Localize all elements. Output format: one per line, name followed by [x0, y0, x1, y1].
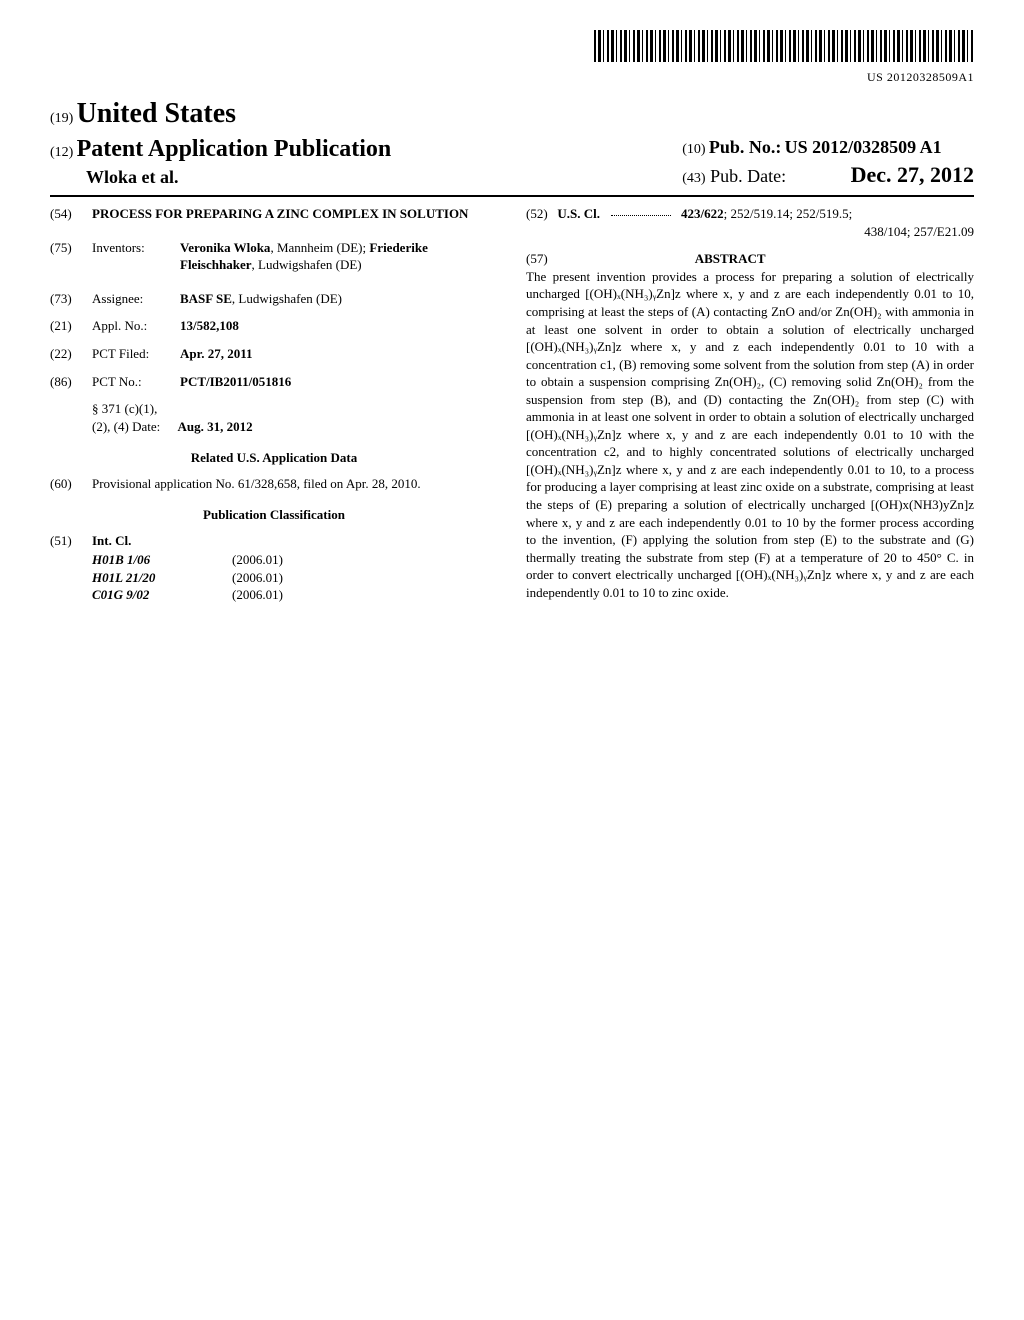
prefix-10: (10)	[682, 142, 705, 157]
field-21-val: 13/582,108	[180, 317, 498, 335]
field-75-label: Inventors:	[92, 239, 170, 274]
pub-no-label: Pub. No.:	[709, 137, 782, 157]
intcl-list: H01B 1/06 (2006.01) H01L 21/20 (2006.01)…	[92, 551, 498, 604]
field-21-label: Appl. No.:	[92, 317, 170, 335]
inventor-2-loc: , Ludwigshafen (DE)	[252, 257, 362, 272]
header-left: (19) United States (12) Patent Applicati…	[50, 95, 391, 189]
pub-date-line: (43) Pub. Date: Dec. 27, 2012	[682, 160, 974, 190]
prefix-19: (19)	[50, 111, 73, 126]
pub-no-line: (10) Pub. No.: US 2012/0328509 A1	[682, 135, 974, 160]
intcl-ver-1: (2006.01)	[232, 569, 283, 587]
abstract-body: The present invention provides a process…	[526, 268, 974, 601]
field-86: (86) PCT No.: PCT/IB2011/051816	[50, 373, 498, 391]
field-52-num: (52)	[526, 206, 548, 221]
field-57-num: (57)	[526, 251, 548, 266]
field-54-title: PROCESS FOR PREPARING A ZINC COMPLEX IN …	[92, 205, 468, 223]
field-86-sub2: (2), (4) Date: Aug. 31, 2012	[92, 418, 498, 436]
field-21-num: (21)	[50, 317, 82, 335]
intcl-code-1: H01L 21/20	[92, 569, 192, 587]
field-86-sub2-label: (2), (4) Date:	[92, 419, 160, 434]
country-line: (19) United States	[50, 95, 391, 133]
field-86-label: PCT No.:	[92, 373, 170, 391]
prefix-43: (43)	[682, 171, 705, 186]
field-73: (73) Assignee: BASF SE, Ludwigshafen (DE…	[50, 290, 498, 308]
field-52-label: U.S. Cl.	[557, 206, 600, 221]
field-52: (52) U.S. Cl. 423/622; 252/519.14; 252/5…	[526, 205, 974, 223]
pub-type: Patent Application Publication	[77, 136, 392, 162]
field-86-val: PCT/IB2011/051816	[180, 373, 498, 391]
intcl-row-0: H01B 1/06 (2006.01)	[92, 551, 498, 569]
pubclass-heading: Publication Classification	[50, 506, 498, 524]
pub-date: Dec. 27, 2012	[851, 162, 974, 187]
field-73-label: Assignee:	[92, 290, 170, 308]
dotted-leader	[611, 215, 671, 216]
pub-type-line: (12) Patent Application Publication	[50, 133, 391, 165]
field-22: (22) PCT Filed: Apr. 27, 2011	[50, 345, 498, 363]
field-51: (51) Int. Cl.	[50, 532, 498, 550]
field-73-val: BASF SE, Ludwigshafen (DE)	[180, 290, 498, 308]
intcl-ver-2: (2006.01)	[232, 586, 283, 604]
field-54-num: (54)	[50, 205, 82, 223]
country: United States	[77, 98, 236, 129]
intcl-ver-0: (2006.01)	[232, 551, 283, 569]
barcode-area: US 20120328509A1	[50, 30, 974, 85]
field-73-num: (73)	[50, 290, 82, 308]
left-column: (54) PROCESS FOR PREPARING A ZINC COMPLE…	[50, 205, 498, 604]
field-60-text: Provisional application No. 61/328,658, …	[92, 475, 498, 493]
body-columns: (54) PROCESS FOR PREPARING A ZINC COMPLE…	[50, 205, 974, 604]
intcl-row-2: C01G 9/02 (2006.01)	[92, 586, 498, 604]
authors-line: Wloka et al.	[86, 165, 391, 189]
header-right: (10) Pub. No.: US 2012/0328509 A1 (43) P…	[682, 135, 974, 190]
field-75-val: Veronika Wloka, Mannheim (DE); Friederik…	[180, 239, 498, 274]
uscl-rest1: ; 252/519.14; 252/519.5;	[724, 206, 853, 221]
right-column: (52) U.S. Cl. 423/622; 252/519.14; 252/5…	[526, 205, 974, 604]
uscl-line2: 438/104; 257/E21.09	[526, 223, 974, 241]
field-60: (60) Provisional application No. 61/328,…	[50, 475, 498, 493]
field-57: (57) ABSTRACT	[526, 250, 974, 268]
intcl-code-2: C01G 9/02	[92, 586, 192, 604]
uscl-main: 423/622	[681, 206, 724, 221]
inventor-1-name: Veronika Wloka	[180, 240, 270, 255]
field-54: (54) PROCESS FOR PREPARING A ZINC COMPLE…	[50, 205, 498, 223]
field-22-label: PCT Filed:	[92, 345, 170, 363]
prefix-12: (12)	[50, 145, 73, 160]
barcode-text: US 20120328509A1	[50, 69, 974, 85]
related-heading: Related U.S. Application Data	[50, 449, 498, 467]
intcl-row-1: H01L 21/20 (2006.01)	[92, 569, 498, 587]
field-22-num: (22)	[50, 345, 82, 363]
pub-date-label: Pub. Date:	[710, 166, 786, 186]
barcode-graphic	[594, 30, 974, 62]
inventor-1-loc: , Mannheim (DE);	[270, 240, 366, 255]
intcl-code-0: H01B 1/06	[92, 551, 192, 569]
field-51-label: Int. Cl.	[92, 532, 131, 550]
field-22-val: Apr. 27, 2011	[180, 345, 498, 363]
assignee-name: BASF SE	[180, 291, 232, 306]
pub-no: US 2012/0328509 A1	[785, 137, 942, 157]
header-row: (19) United States (12) Patent Applicati…	[50, 95, 974, 197]
field-86-sub2-val: Aug. 31, 2012	[177, 419, 252, 434]
abstract-heading: ABSTRACT	[551, 250, 909, 268]
field-60-num: (60)	[50, 475, 82, 493]
field-75-num: (75)	[50, 239, 82, 274]
field-75: (75) Inventors: Veronika Wloka, Mannheim…	[50, 239, 498, 274]
field-86-num: (86)	[50, 373, 82, 391]
field-86-sub1: § 371 (c)(1),	[92, 400, 498, 418]
field-51-num: (51)	[50, 532, 82, 550]
field-21: (21) Appl. No.: 13/582,108	[50, 317, 498, 335]
assignee-loc: , Ludwigshafen (DE)	[232, 291, 342, 306]
